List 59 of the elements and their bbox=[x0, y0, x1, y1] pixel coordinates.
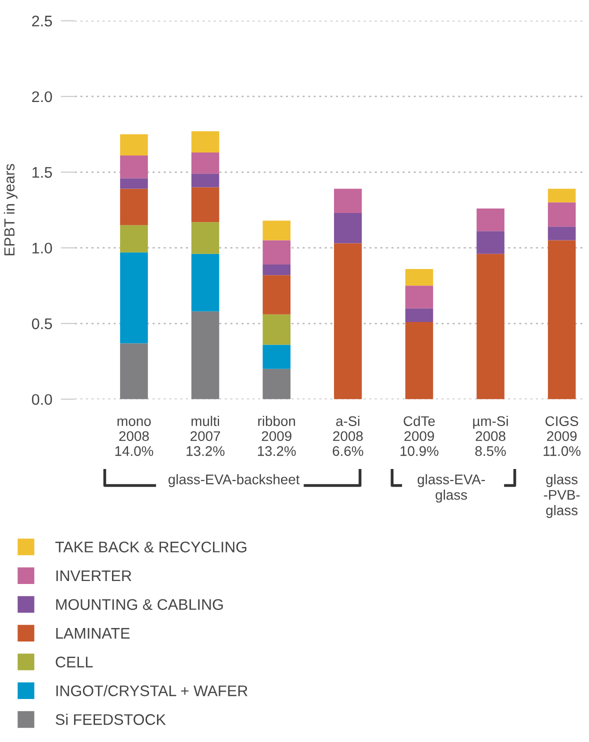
bar bbox=[120, 188, 148, 226]
x-tick-label: CdTe 2009 10.9% bbox=[400, 416, 438, 456]
bar bbox=[262, 314, 290, 345]
x-tick-label: a-Si 2008 6.6% bbox=[332, 416, 364, 456]
bar bbox=[334, 213, 362, 244]
bar bbox=[405, 286, 434, 308]
bar bbox=[120, 134, 148, 156]
bar bbox=[262, 264, 290, 276]
bar bbox=[191, 222, 220, 254]
bar bbox=[405, 269, 434, 286]
x-tick-label: µm-Si 2008 8.5% bbox=[473, 416, 508, 456]
bar bbox=[262, 240, 290, 264]
legend-label: INGOT/CRYSTAL + WAFER bbox=[56, 685, 248, 696]
x-tick-label: multi 2007 13.2% bbox=[186, 416, 224, 456]
bar bbox=[262, 275, 290, 314]
legend-label: CELL bbox=[56, 656, 93, 668]
bar bbox=[548, 240, 576, 400]
bar bbox=[476, 208, 504, 232]
legend-label: MOUNTING & CABLING bbox=[56, 599, 223, 610]
legend-label: TAKE BACK & RECYCLING bbox=[55, 542, 246, 552]
y-tick-label: 0.0 bbox=[32, 394, 52, 405]
bar bbox=[191, 187, 220, 222]
bar bbox=[120, 155, 148, 178]
y-axis-title: EPBT in years bbox=[4, 164, 18, 256]
bar bbox=[334, 243, 362, 400]
bar bbox=[405, 322, 434, 400]
y-tick-label: 2.5 bbox=[32, 16, 52, 26]
legend-label: LAMINATE bbox=[56, 628, 130, 639]
bar bbox=[191, 254, 220, 312]
bar bbox=[262, 344, 290, 369]
text: glass-EVA- glass bbox=[418, 474, 485, 503]
bar bbox=[120, 178, 148, 189]
bar bbox=[191, 152, 220, 174]
bar bbox=[405, 308, 434, 322]
bar bbox=[191, 311, 220, 400]
bar bbox=[120, 343, 148, 400]
bar bbox=[476, 254, 504, 400]
bar bbox=[120, 252, 148, 344]
bar bbox=[191, 174, 220, 188]
text: glass -PVB- glass bbox=[544, 474, 580, 518]
x-tick-label: ribbon 2009 13.2% bbox=[258, 416, 296, 456]
text: glass-EVA-backsheet bbox=[168, 474, 300, 488]
bar bbox=[120, 225, 148, 252]
bar bbox=[548, 202, 576, 227]
y-tick-label: 1.0 bbox=[32, 242, 52, 254]
bar bbox=[548, 188, 576, 202]
bar bbox=[262, 368, 290, 400]
y-tick-label: 0.5 bbox=[32, 318, 52, 330]
x-tick-label: CIGS 2009 11.0% bbox=[544, 416, 580, 456]
bar bbox=[476, 231, 504, 254]
legend-label: INVERTER bbox=[56, 570, 132, 582]
bar bbox=[191, 131, 220, 152]
bar bbox=[334, 188, 362, 214]
y-tick-label: 1.5 bbox=[32, 167, 52, 178]
bar bbox=[548, 226, 576, 240]
legend-label: Si FEEDSTOCK bbox=[56, 714, 166, 725]
y-tick-label: 2.0 bbox=[32, 91, 52, 102]
x-tick-label: mono 2008 14.0% bbox=[115, 418, 154, 456]
bar bbox=[262, 220, 290, 240]
